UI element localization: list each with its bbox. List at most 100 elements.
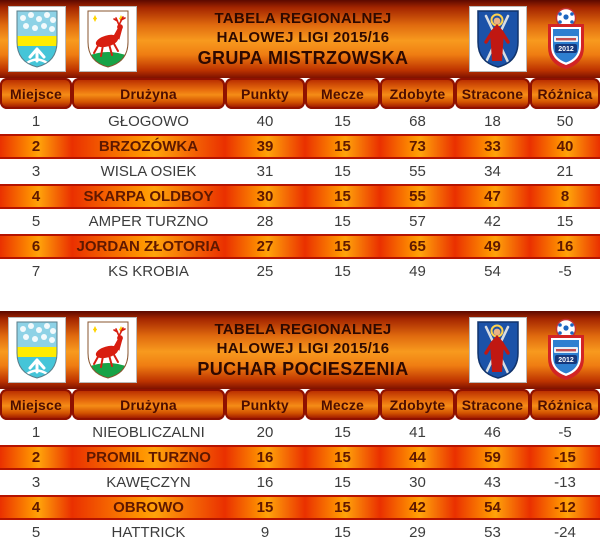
cell-zdobyte: 29 <box>380 520 455 544</box>
cell-mecze: 15 <box>305 159 380 184</box>
cell-stracone: 59 <box>455 445 530 470</box>
cell-stracone: 54 <box>455 495 530 520</box>
cell-mecze: 15 <box>305 420 380 445</box>
cell-druzyna: BRZOZÓWKA <box>72 134 225 159</box>
cell-miejsce: 3 <box>0 470 72 495</box>
cell-mecze: 15 <box>305 234 380 259</box>
cell-miejsce: 3 <box>0 159 72 184</box>
municipal-crest-trees-icon <box>8 317 66 383</box>
cell-stracone: 46 <box>455 420 530 445</box>
table-row: 1 GŁOGOWO 40 15 68 18 50 <box>0 109 600 134</box>
title-line-1: TABELA REGIONALNEJ <box>214 321 392 339</box>
cell-roznica: 16 <box>530 234 600 259</box>
title-line-3: PUCHAR POCIESZENIA <box>197 358 409 379</box>
saint-crest-icon <box>469 6 527 72</box>
table-row: 2 PROMIL TURZNO 16 15 44 59 -15 <box>0 445 600 470</box>
cell-zdobyte: 44 <box>380 445 455 470</box>
column-header: Różnica <box>530 78 600 109</box>
table-section-grupa-mistrzowska: TABELA REGIONALNEJ HALOWEJ LIGI 2015/16 … <box>0 0 600 284</box>
cell-miejsce: 7 <box>0 259 72 284</box>
table-row: 7 KS KROBIA 25 15 49 54 -5 <box>0 259 600 284</box>
title-band: TABELA REGIONALNEJ HALOWEJ LIGI 2015/16 … <box>0 311 600 389</box>
cell-roznica: -12 <box>530 495 600 520</box>
cell-zdobyte: 55 <box>380 184 455 209</box>
cell-mecze: 15 <box>305 109 380 134</box>
cell-druzyna: SKARPA OLDBOY <box>72 184 225 209</box>
left-crest-group <box>2 6 143 72</box>
cell-punkty: 15 <box>225 495 305 520</box>
cell-roznica: 50 <box>530 109 600 134</box>
cell-mecze: 15 <box>305 209 380 234</box>
cell-roznica: 40 <box>530 134 600 159</box>
cell-stracone: 47 <box>455 184 530 209</box>
cell-stracone: 53 <box>455 520 530 544</box>
column-header-row: Miejsce Drużyna Punkty Mecze Zdobyte Stracone… <box>0 389 600 420</box>
cell-roznica: -24 <box>530 520 600 544</box>
column-header: Punkty <box>225 78 305 109</box>
column-header: Punkty <box>225 389 305 420</box>
cell-mecze: 15 <box>305 259 380 284</box>
standings-table: Miejsce Drużyna Punkty Mecze Zdobyte Stracone… <box>0 78 600 284</box>
cell-zdobyte: 41 <box>380 420 455 445</box>
cell-miejsce: 1 <box>0 420 72 445</box>
cell-punkty: 9 <box>225 520 305 544</box>
title-line-1: TABELA REGIONALNEJ <box>214 10 392 28</box>
cell-miejsce: 2 <box>0 445 72 470</box>
column-header: Drużyna <box>72 78 225 109</box>
cell-stracone: 43 <box>455 470 530 495</box>
column-header: Zdobyte <box>380 78 455 109</box>
cell-miejsce: 6 <box>0 234 72 259</box>
table-row: 5 HATTRICK 9 15 29 53 -24 <box>0 520 600 544</box>
column-header: Mecze <box>305 389 380 420</box>
column-header: Różnica <box>530 389 600 420</box>
cell-stracone: 54 <box>455 259 530 284</box>
cell-druzyna: NIEOBLICZALNI <box>72 420 225 445</box>
table-title: TABELA REGIONALNEJ HALOWEJ LIGI 2015/16 … <box>143 319 463 381</box>
cell-zdobyte: 68 <box>380 109 455 134</box>
cell-miejsce: 5 <box>0 520 72 544</box>
cell-druzyna: KAWĘCZYN <box>72 470 225 495</box>
cell-zdobyte: 65 <box>380 234 455 259</box>
saint-crest-icon <box>469 317 527 383</box>
cell-punkty: 30 <box>225 184 305 209</box>
table-row: 3 WISLA OSIEK 31 15 55 34 21 <box>0 159 600 184</box>
cell-druzyna: JORDAN ZŁOTORIA <box>72 234 225 259</box>
table-row: 4 OBROWO 15 15 42 54 -12 <box>0 495 600 520</box>
cell-stracone: 49 <box>455 234 530 259</box>
table-section-puchar-pocieszenia: TABELA REGIONALNEJ HALOWEJ LIGI 2015/16 … <box>0 311 600 544</box>
column-header-row: Miejsce Drużyna Punkty Mecze Zdobyte Stracone… <box>0 78 600 109</box>
cell-roznica: -5 <box>530 259 600 284</box>
column-header: Miejsce <box>0 389 72 420</box>
cell-miejsce: 2 <box>0 134 72 159</box>
municipal-crest-deer-icon <box>79 6 137 72</box>
column-header: Stracone <box>455 389 530 420</box>
cell-miejsce: 5 <box>0 209 72 234</box>
cell-mecze: 15 <box>305 184 380 209</box>
tables-gap <box>0 284 600 311</box>
table-row: 4 SKARPA OLDBOY 30 15 55 47 8 <box>0 184 600 209</box>
standings-table: Miejsce Drużyna Punkty Mecze Zdobyte Stracone… <box>0 389 600 544</box>
title-line-2: HALOWEJ LIGI 2015/16 <box>216 339 390 357</box>
table-row: 1 NIEOBLICZALNI 20 15 41 46 -5 <box>0 420 600 445</box>
cell-druzyna: OBROWO <box>72 495 225 520</box>
cell-punkty: 31 <box>225 159 305 184</box>
column-header: Mecze <box>305 78 380 109</box>
cell-mecze: 15 <box>305 134 380 159</box>
table-title: TABELA REGIONALNEJ HALOWEJ LIGI 2015/16 … <box>143 8 463 70</box>
title-band: TABELA REGIONALNEJ HALOWEJ LIGI 2015/16 … <box>0 0 600 78</box>
column-header: Miejsce <box>0 78 72 109</box>
cell-mecze: 15 <box>305 495 380 520</box>
cell-stracone: 18 <box>455 109 530 134</box>
club-badge-icon <box>540 6 592 72</box>
column-header: Drużyna <box>72 389 225 420</box>
cell-zdobyte: 57 <box>380 209 455 234</box>
municipal-crest-trees-icon <box>8 6 66 72</box>
table-row: 2 BRZOZÓWKA 39 15 73 33 40 <box>0 134 600 159</box>
table-body: 1 GŁOGOWO 40 15 68 18 50 2 BRZOZÓWKA 39 … <box>0 109 600 284</box>
cell-druzyna: HATTRICK <box>72 520 225 544</box>
cell-zdobyte: 73 <box>380 134 455 159</box>
cell-roznica: -13 <box>530 470 600 495</box>
municipal-crest-deer-icon <box>79 317 137 383</box>
table-row: 5 AMPER TURZNO 28 15 57 42 15 <box>0 209 600 234</box>
cell-miejsce: 1 <box>0 109 72 134</box>
